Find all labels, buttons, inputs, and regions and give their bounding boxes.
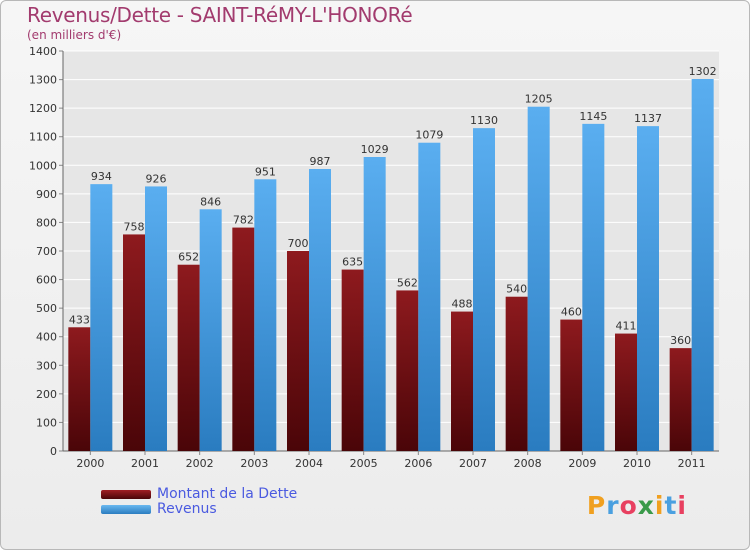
data-label-dette: 360: [670, 334, 691, 347]
bar-revenus: [691, 79, 714, 451]
data-label-dette: 433: [69, 313, 90, 326]
bar-revenus: [418, 142, 441, 451]
bar-dette: [396, 290, 419, 451]
bar-revenus: [90, 184, 113, 451]
x-tick-label: 2003: [240, 457, 268, 470]
x-tick-label: 2008: [514, 457, 542, 470]
y-tick-label: 500: [36, 302, 57, 315]
y-tick-label: 1200: [29, 102, 57, 115]
bar-dette: [232, 227, 255, 451]
x-tick-label: 2007: [459, 457, 487, 470]
y-tick-label: 0: [50, 445, 57, 458]
logo-letter: r: [606, 491, 620, 520]
bar-dette: [505, 296, 528, 451]
data-label-dette: 782: [233, 214, 254, 227]
data-label-dette: 540: [506, 283, 527, 296]
bar-revenus: [309, 169, 331, 451]
legend-item-dette: Montant de la Dette: [101, 487, 297, 502]
bar-dette: [560, 319, 583, 451]
bar-revenus: [473, 128, 495, 451]
proxiti-logo: Proxiti: [587, 491, 687, 520]
x-tick-label: 2002: [186, 457, 214, 470]
bar-revenus: [637, 126, 659, 452]
data-label-revenus: 1029: [361, 143, 389, 156]
data-label-revenus: 951: [255, 165, 276, 178]
data-label-dette: 758: [124, 220, 145, 233]
y-tick-label: 200: [36, 388, 57, 401]
y-tick-label: 400: [36, 331, 57, 344]
bar-dette: [341, 269, 364, 451]
data-label-revenus: 1302: [689, 65, 717, 78]
logo-letter: i: [677, 491, 687, 520]
bar-revenus: [527, 106, 550, 451]
x-tick-label: 2001: [131, 457, 159, 470]
bar-dette: [123, 234, 145, 451]
x-tick-label: 2011: [678, 457, 706, 470]
x-tick-label: 2006: [404, 457, 432, 470]
y-tick-label: 1400: [29, 45, 57, 58]
data-label-revenus: 846: [200, 195, 221, 208]
legend-label-revenus: Revenus: [157, 501, 217, 517]
data-label-revenus: 1137: [634, 112, 662, 125]
logo-letter: o: [619, 491, 638, 520]
data-label-dette: 411: [616, 320, 637, 333]
bar-revenus: [582, 123, 605, 451]
x-tick-label: 2000: [76, 457, 104, 470]
data-label-dette: 460: [561, 306, 582, 319]
logo-letter: P: [586, 491, 607, 520]
chart-title: Revenus/Dette - SAINT-RéMY-L'HONORé: [27, 3, 413, 27]
bar-dette: [669, 348, 692, 451]
data-label-revenus: 987: [310, 155, 331, 168]
data-label-revenus: 1130: [470, 114, 498, 127]
bar-revenus: [363, 157, 386, 451]
y-tick-label: 900: [36, 188, 57, 201]
data-label-revenus: 934: [91, 170, 112, 183]
logo-letter: t: [664, 491, 678, 520]
legend-item-revenus: Revenus: [101, 502, 297, 517]
y-tick-label: 100: [36, 416, 57, 429]
x-tick-label: 2010: [623, 457, 651, 470]
data-label-dette: 562: [397, 276, 418, 289]
bar-revenus: [254, 179, 277, 452]
y-tick-label: 300: [36, 359, 57, 372]
bar-dette: [451, 311, 473, 451]
y-tick-label: 800: [36, 216, 57, 229]
data-label-dette: 635: [342, 256, 363, 269]
logo-letter: x: [637, 491, 655, 520]
legend-swatch-revenus: [101, 505, 151, 514]
legend-swatch-dette: [101, 490, 151, 499]
legend-label-dette: Montant de la Dette: [157, 486, 298, 502]
data-label-revenus: 1145: [579, 110, 607, 123]
logo-letter: i: [654, 491, 665, 520]
y-tick-label: 600: [36, 274, 57, 287]
bar-dette: [177, 264, 200, 451]
bar-revenus: [145, 186, 167, 451]
data-label-dette: 488: [452, 298, 473, 311]
x-tick-label: 2005: [350, 457, 378, 470]
y-tick-label: 1100: [29, 131, 57, 144]
legend: Montant de la Dette Revenus: [101, 487, 297, 517]
chart-subtitle: (en milliers d'€): [27, 28, 122, 42]
y-tick-label: 1300: [29, 74, 57, 87]
x-tick-label: 2004: [295, 457, 323, 470]
x-tick-label: 2009: [568, 457, 596, 470]
data-label-revenus: 1205: [525, 93, 553, 106]
data-label-revenus: 1079: [415, 129, 443, 142]
bar-dette: [287, 251, 309, 451]
y-tick-label: 700: [36, 245, 57, 258]
data-label-dette: 652: [178, 251, 199, 264]
y-tick-label: 1000: [29, 159, 57, 172]
bar-dette: [615, 333, 637, 451]
bar-dette: [68, 327, 91, 451]
data-label-dette: 700: [288, 237, 309, 250]
data-label-revenus: 926: [146, 172, 167, 185]
bar-revenus: [199, 209, 222, 451]
